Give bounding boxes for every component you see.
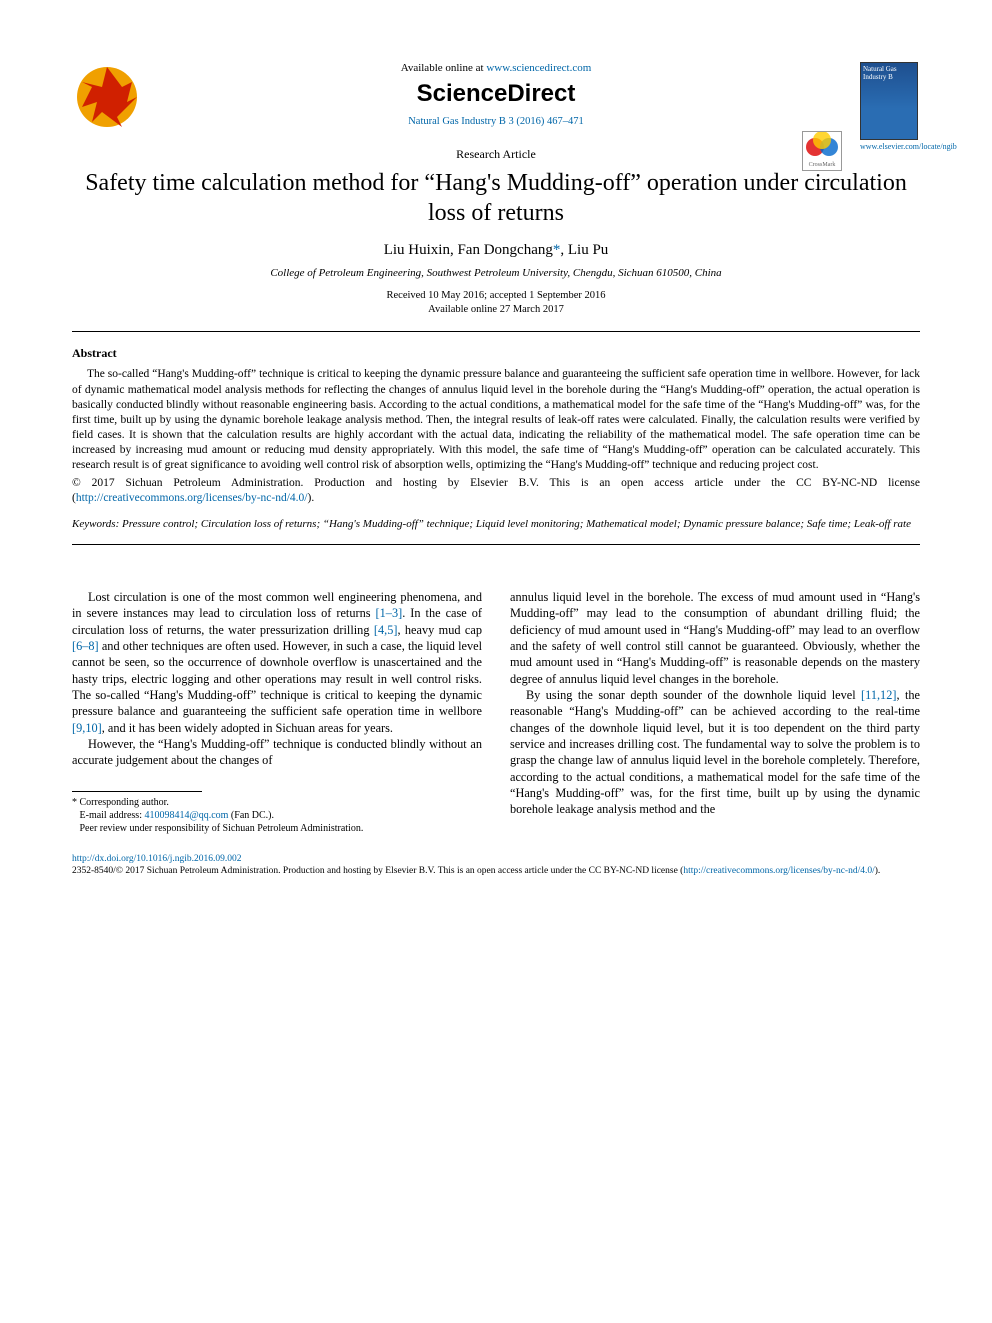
journal-cover: Natural Gas Industry B www.elsevier.com/… bbox=[860, 62, 920, 151]
abstract-body: The so-called “Hang's Mudding-off” techn… bbox=[72, 368, 920, 471]
issn-tail: ). bbox=[875, 866, 881, 876]
copyright-tail: ). bbox=[308, 492, 315, 504]
abstract-text: The so-called “Hang's Mudding-off” techn… bbox=[72, 367, 920, 473]
authors: Liu Huixin, Fan Dongchang*, Liu Pu bbox=[72, 242, 920, 259]
body-text: , heavy mud cap bbox=[397, 623, 482, 637]
page-footer: http://dx.doi.org/10.1016/j.ngib.2016.09… bbox=[72, 853, 920, 878]
body-text: and other techniques are often used. How… bbox=[72, 639, 482, 718]
available-url-link[interactable]: www.sciencedirect.com bbox=[486, 62, 591, 74]
author-names-tail: , Liu Pu bbox=[560, 242, 608, 258]
body-columns: Lost circulation is one of the most comm… bbox=[72, 589, 920, 835]
peer-review-text: Peer review under responsibility of Sich… bbox=[80, 823, 364, 834]
footer-license-link[interactable]: http://creativecommons.org/licenses/by-n… bbox=[683, 866, 874, 876]
citation-link[interactable]: [1–3] bbox=[376, 606, 403, 620]
keywords: Keywords: Pressure control; Circulation … bbox=[72, 518, 920, 530]
body-paragraph: By using the sonar depth sounder of the … bbox=[510, 687, 920, 818]
issn-text: 2352-8540/© 2017 Sichuan Petroleum Admin… bbox=[72, 866, 683, 876]
body-paragraph: annulus liquid level in the borehole. Th… bbox=[510, 589, 920, 687]
journal-thumb-icon: Natural Gas Industry B bbox=[860, 62, 918, 140]
journal-citation-link[interactable]: Natural Gas Industry B 3 (2016) 467–471 bbox=[72, 116, 920, 127]
abstract-copyright: © 2017 Sichuan Petroleum Administration.… bbox=[72, 476, 920, 506]
journal-thumb-text: Natural Gas Industry B bbox=[863, 65, 897, 81]
body-text: By using the sonar depth sounder of the … bbox=[526, 688, 861, 702]
email-tail: (Fan DC.). bbox=[228, 810, 274, 821]
rule-bottom bbox=[72, 544, 920, 545]
article-type: Research Article bbox=[72, 147, 920, 162]
body-paragraph: Lost circulation is one of the most comm… bbox=[72, 589, 482, 736]
issn-copyright: 2352-8540/© 2017 Sichuan Petroleum Admin… bbox=[72, 865, 920, 877]
email-link[interactable]: 410098414@qq.com bbox=[144, 810, 228, 821]
received-date: Received 10 May 2016; accepted 1 Septemb… bbox=[72, 289, 920, 303]
email-label: E-mail address: bbox=[80, 810, 142, 821]
page-header: Natural Gas Industry B www.elsevier.com/… bbox=[72, 62, 920, 127]
citation-link[interactable]: [4,5] bbox=[374, 623, 398, 637]
online-date: Available online 27 March 2017 bbox=[72, 303, 920, 317]
body-text: , the reasonable “Hang's Mudding-off” ca… bbox=[510, 688, 920, 816]
article-dates: Received 10 May 2016; accepted 1 Septemb… bbox=[72, 289, 920, 317]
doi-link[interactable]: http://dx.doi.org/10.1016/j.ngib.2016.09… bbox=[72, 853, 920, 865]
right-column: annulus liquid level in the borehole. Th… bbox=[510, 589, 920, 835]
available-online: Available online at www.sciencedirect.co… bbox=[72, 62, 920, 74]
body-paragraph: However, the “Hang's Mudding-off” techni… bbox=[72, 736, 482, 769]
crossmark-icon[interactable]: CrossMark bbox=[802, 131, 842, 171]
footnote-rule bbox=[72, 791, 202, 792]
keywords-text: Pressure control; Circulation loss of re… bbox=[119, 518, 911, 530]
corresponding-note: * Corresponding author. bbox=[72, 796, 482, 809]
keywords-label: Keywords: bbox=[72, 518, 119, 530]
author-names: Liu Huixin, Fan Dongchang bbox=[384, 242, 553, 258]
license-link[interactable]: http://creativecommons.org/licenses/by-n… bbox=[76, 492, 308, 504]
citation-link[interactable]: [9,10] bbox=[72, 721, 102, 735]
left-column: Lost circulation is one of the most comm… bbox=[72, 589, 482, 835]
peer-review-note: Peer review under responsibility of Sich… bbox=[72, 822, 482, 835]
footnotes: * Corresponding author. E-mail address: … bbox=[72, 796, 482, 835]
journal-site-link[interactable]: www.elsevier.com/locate/ngib bbox=[860, 142, 920, 151]
article-title: Safety time calculation method for “Hang… bbox=[72, 168, 920, 228]
sciencedirect-logo: ScienceDirect bbox=[72, 80, 920, 108]
available-prefix: Available online at bbox=[401, 62, 487, 74]
email-line: E-mail address: 410098414@qq.com (Fan DC… bbox=[72, 809, 482, 822]
rule-top bbox=[72, 331, 920, 332]
body-text: , and it has been widely adopted in Sich… bbox=[102, 721, 393, 735]
crossmark-label: CrossMark bbox=[809, 162, 836, 168]
citation-link[interactable]: [6–8] bbox=[72, 639, 99, 653]
affiliation: College of Petroleum Engineering, Southw… bbox=[72, 267, 920, 279]
citation-link[interactable]: [11,12] bbox=[861, 688, 896, 702]
abstract-heading: Abstract bbox=[72, 346, 920, 361]
